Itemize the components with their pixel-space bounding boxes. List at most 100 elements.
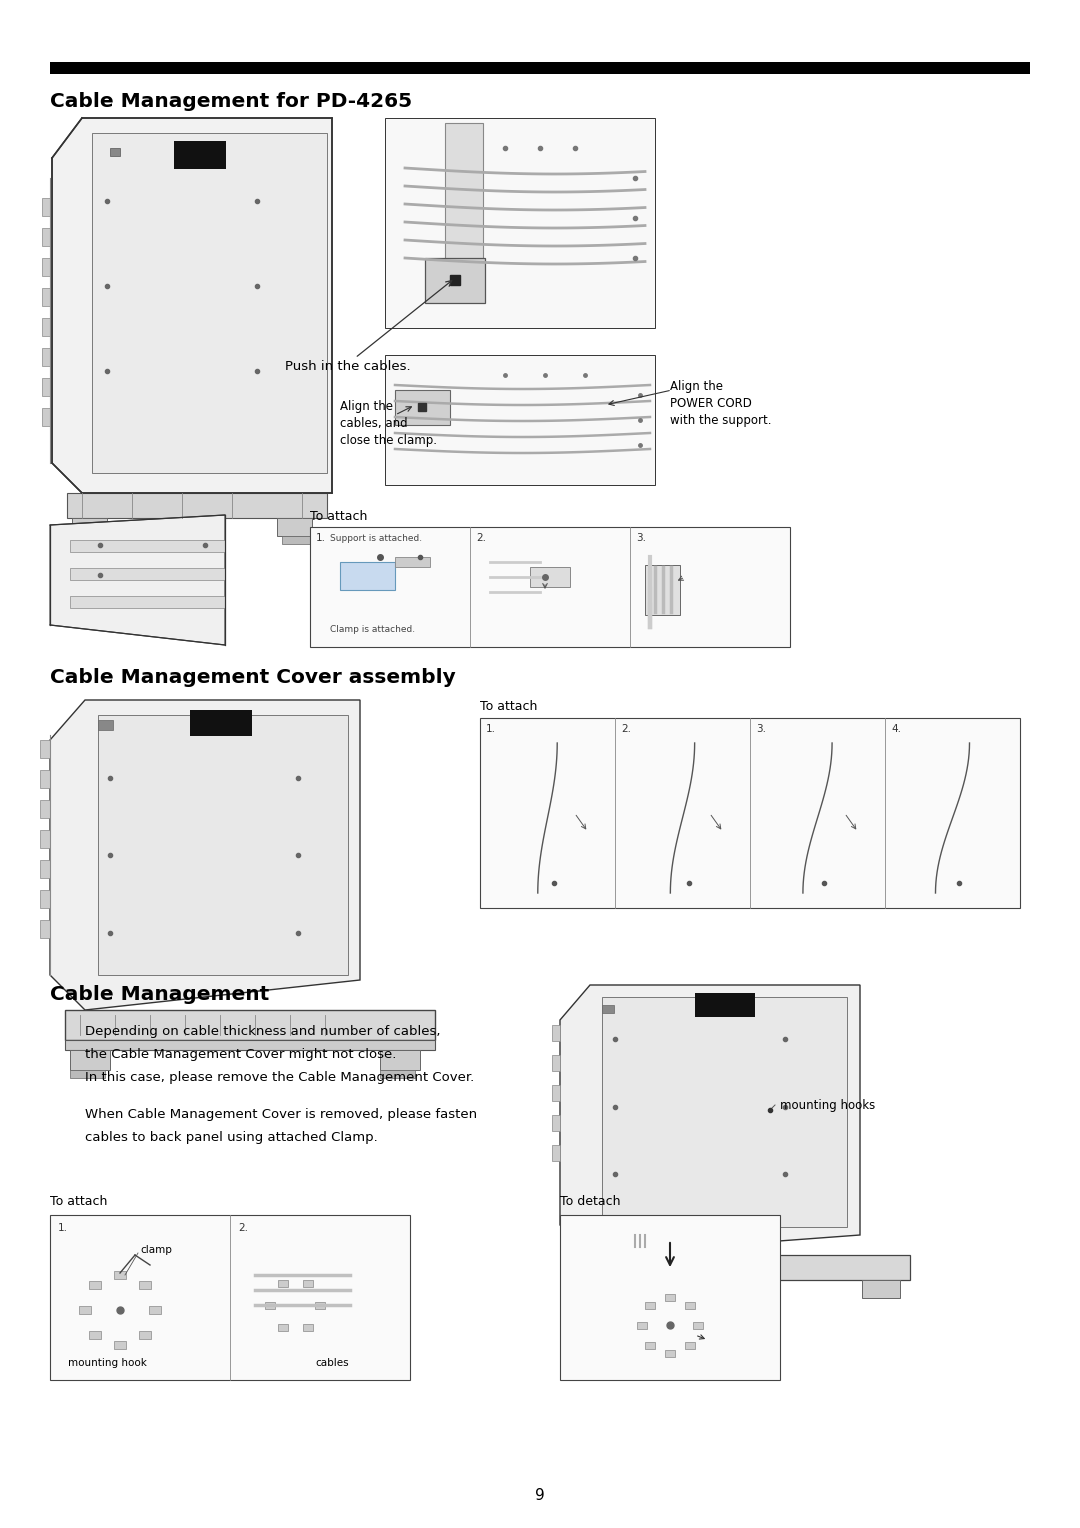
Bar (302, 1323, 312, 1331)
Text: 4.: 4. (891, 724, 901, 733)
Bar (395, 558, 430, 567)
Bar (552, 1054, 561, 1071)
Polygon shape (50, 700, 360, 1010)
Text: 2.: 2. (476, 533, 486, 542)
Text: To attach: To attach (480, 700, 538, 714)
Text: 1.: 1. (486, 724, 496, 733)
Bar (72, 518, 107, 536)
Bar (70, 1070, 105, 1077)
Text: mounting hook: mounting hook (68, 1358, 147, 1368)
Bar (552, 1025, 561, 1041)
Text: 1.: 1. (316, 533, 326, 542)
Text: Align the
POWER CORD
with the support.: Align the POWER CORD with the support. (670, 380, 771, 426)
Bar (645, 565, 680, 614)
Text: To attach: To attach (50, 1195, 107, 1209)
Bar (315, 1302, 325, 1309)
Bar (42, 258, 50, 277)
Bar (340, 562, 395, 590)
Bar (552, 1085, 561, 1102)
Polygon shape (52, 118, 332, 494)
Bar (685, 1342, 694, 1349)
Bar (302, 1280, 312, 1288)
Bar (92, 133, 327, 474)
Bar (70, 1050, 110, 1070)
Bar (310, 527, 789, 646)
Bar (530, 567, 570, 587)
Bar (42, 348, 50, 367)
Bar (552, 1144, 561, 1161)
Bar (65, 1041, 435, 1050)
Text: Cable Management for PD-4265: Cable Management for PD-4265 (50, 92, 413, 112)
Bar (570, 1254, 910, 1280)
Bar (645, 1302, 656, 1309)
Bar (90, 1282, 102, 1290)
Bar (862, 1280, 900, 1297)
Bar (138, 1331, 151, 1339)
Text: Depending on cable thickness and number of cables,: Depending on cable thickness and number … (85, 1025, 441, 1038)
Bar (602, 996, 847, 1227)
Bar (40, 770, 50, 788)
Text: 3.: 3. (756, 724, 766, 733)
Bar (174, 141, 226, 170)
Bar (426, 258, 485, 303)
Text: clamp: clamp (140, 1245, 172, 1254)
Text: 1.: 1. (58, 1222, 68, 1233)
Polygon shape (50, 515, 225, 645)
Text: 9: 9 (535, 1487, 545, 1502)
Bar (480, 718, 1020, 908)
Text: Clamp is attached.: Clamp is attached. (330, 625, 415, 634)
Bar (90, 1331, 102, 1339)
Bar (114, 1271, 126, 1279)
Text: cables to back panel using attached Clamp.: cables to back panel using attached Clam… (85, 1131, 378, 1144)
Text: To attach: To attach (310, 510, 367, 523)
Text: 2.: 2. (238, 1222, 248, 1233)
Text: When Cable Management Cover is removed, please fasten: When Cable Management Cover is removed, … (85, 1108, 477, 1122)
Bar (40, 920, 50, 938)
Bar (552, 1115, 561, 1131)
Bar (42, 199, 50, 215)
Bar (380, 1050, 420, 1070)
Text: Align the
cables, and
close the clamp.: Align the cables, and close the clamp. (340, 400, 437, 448)
Bar (40, 801, 50, 817)
Bar (637, 1322, 647, 1329)
Bar (696, 993, 755, 1018)
Bar (42, 408, 50, 426)
Bar (282, 536, 312, 544)
Bar (645, 1342, 656, 1349)
Bar (384, 118, 654, 329)
Text: To detach: To detach (561, 1195, 621, 1209)
Bar (98, 720, 113, 730)
Bar (42, 377, 50, 396)
Bar (138, 1282, 151, 1290)
Bar (50, 1215, 410, 1380)
Bar (602, 1005, 615, 1013)
Bar (110, 148, 120, 156)
Bar (98, 715, 348, 975)
Bar (70, 596, 225, 608)
Bar (276, 518, 312, 536)
Text: Push in the cables.: Push in the cables. (285, 361, 410, 373)
Bar (50, 63, 1030, 73)
Bar (70, 539, 225, 552)
Bar (42, 228, 50, 246)
Bar (42, 287, 50, 306)
Bar (575, 1280, 613, 1297)
Text: 2.: 2. (621, 724, 631, 733)
Text: Cable Management: Cable Management (50, 986, 269, 1004)
Bar (445, 122, 483, 263)
Bar (40, 830, 50, 848)
Text: cables: cables (315, 1358, 349, 1368)
Bar (665, 1294, 675, 1300)
Bar (265, 1302, 275, 1309)
Text: Support is attached.: Support is attached. (330, 533, 422, 542)
Text: In this case, please remove the Cable Management Cover.: In this case, please remove the Cable Ma… (85, 1071, 474, 1083)
Bar (72, 536, 102, 544)
Bar (114, 1342, 126, 1349)
Bar (278, 1280, 287, 1288)
Bar (42, 318, 50, 336)
Bar (40, 889, 50, 908)
Bar (67, 494, 327, 518)
Bar (561, 1215, 780, 1380)
Bar (65, 1010, 435, 1041)
Text: the Cable Management Cover might not close.: the Cable Management Cover might not clo… (85, 1048, 396, 1060)
